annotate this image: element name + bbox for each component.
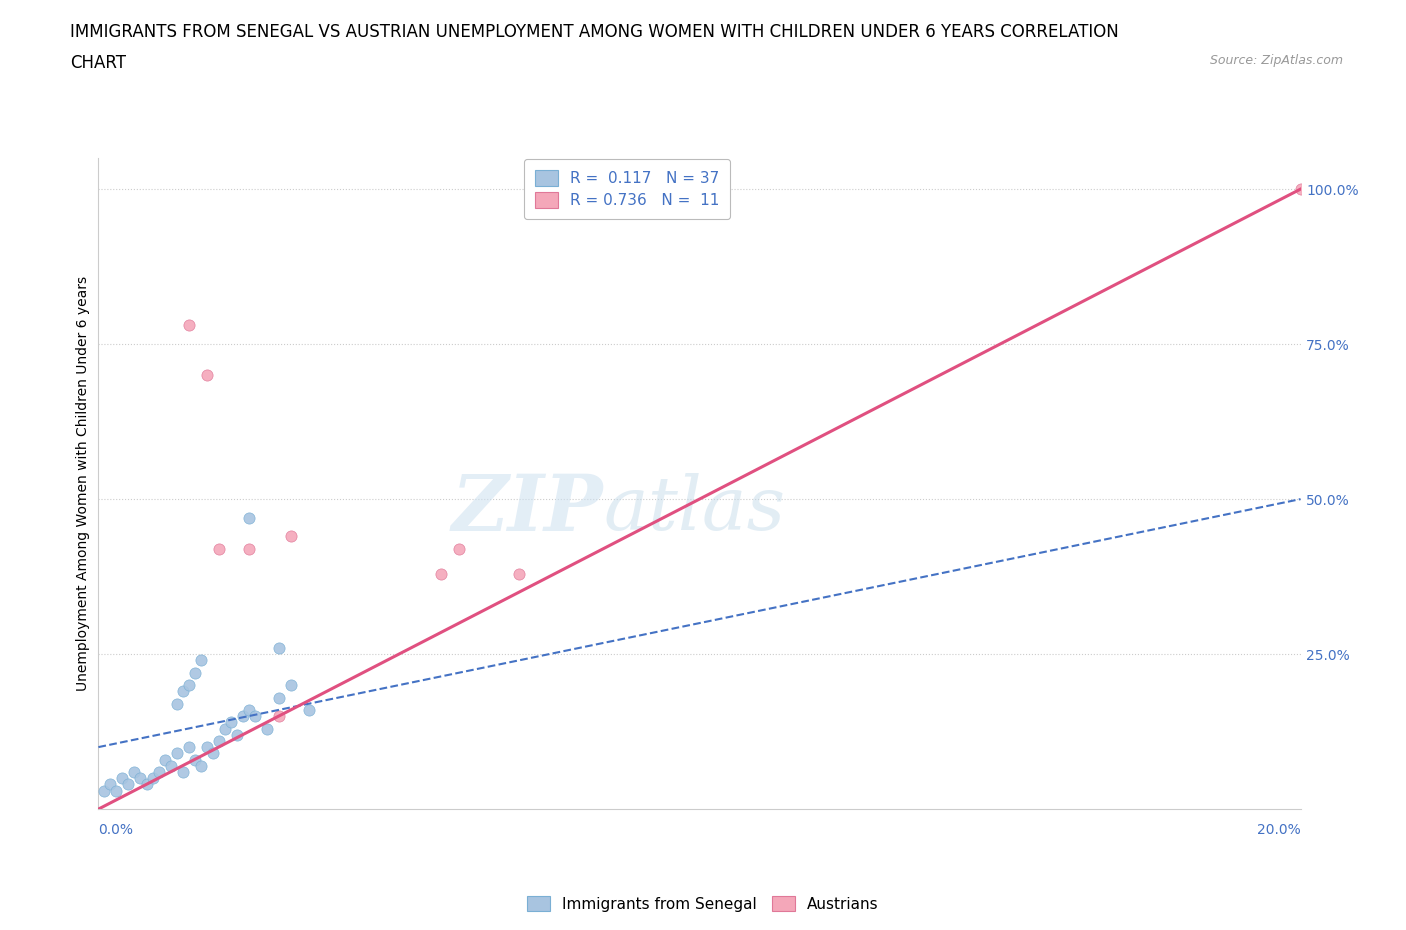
Point [93, 783, 115, 798]
Point [172, 684, 194, 698]
Point [225, 727, 247, 742]
Text: atlas: atlas [603, 473, 786, 546]
Point [508, 566, 530, 581]
Point [447, 541, 470, 556]
Point [117, 777, 139, 791]
Point [238, 702, 260, 717]
Point [280, 529, 302, 544]
Point [159, 758, 181, 773]
Legend: Immigrants from Senegal, Austrians: Immigrants from Senegal, Austrians [522, 889, 884, 918]
Point [219, 715, 242, 730]
Point [105, 783, 128, 798]
Point [148, 764, 170, 779]
Point [568, 181, 591, 196]
Text: 20.0%: 20.0% [1257, 823, 1301, 837]
Text: Source: ZipAtlas.com: Source: ZipAtlas.com [1209, 54, 1343, 67]
Point [208, 734, 231, 749]
Point [238, 511, 260, 525]
Point [267, 690, 290, 705]
Text: CHART: CHART [70, 54, 127, 72]
Point [166, 697, 188, 711]
Point [267, 641, 290, 656]
Point [243, 709, 266, 724]
Legend: R =  0.117   N = 37, R = 0.736   N =  11: R = 0.117 N = 37, R = 0.736 N = 11 [524, 159, 730, 219]
Point [172, 764, 194, 779]
Point [195, 367, 218, 382]
Point [100, 777, 122, 791]
Point [129, 771, 152, 786]
Point [430, 566, 453, 581]
Point [267, 709, 290, 724]
Point [183, 752, 205, 767]
Point [298, 702, 321, 717]
Point [214, 721, 236, 736]
Point [111, 771, 134, 786]
Point [1289, 181, 1312, 196]
Point [166, 746, 188, 761]
Y-axis label: Unemployment Among Women with Children Under 6 years: Unemployment Among Women with Children U… [76, 276, 90, 691]
Point [238, 541, 260, 556]
Point [280, 678, 302, 693]
Point [153, 752, 176, 767]
Point [256, 721, 278, 736]
Point [190, 653, 212, 668]
Point [232, 709, 254, 724]
Point [135, 777, 157, 791]
Point [177, 739, 200, 754]
Point [177, 318, 200, 333]
Point [208, 541, 231, 556]
Point [124, 764, 146, 779]
Point [201, 746, 224, 761]
Text: ZIP: ZIP [451, 472, 603, 548]
Point [190, 758, 212, 773]
Point [177, 678, 200, 693]
Point [183, 665, 205, 680]
Point [195, 739, 218, 754]
Text: IMMIGRANTS FROM SENEGAL VS AUSTRIAN UNEMPLOYMENT AMONG WOMEN WITH CHILDREN UNDER: IMMIGRANTS FROM SENEGAL VS AUSTRIAN UNEM… [70, 23, 1119, 41]
Text: 0.0%: 0.0% [98, 823, 134, 837]
Point [141, 771, 163, 786]
